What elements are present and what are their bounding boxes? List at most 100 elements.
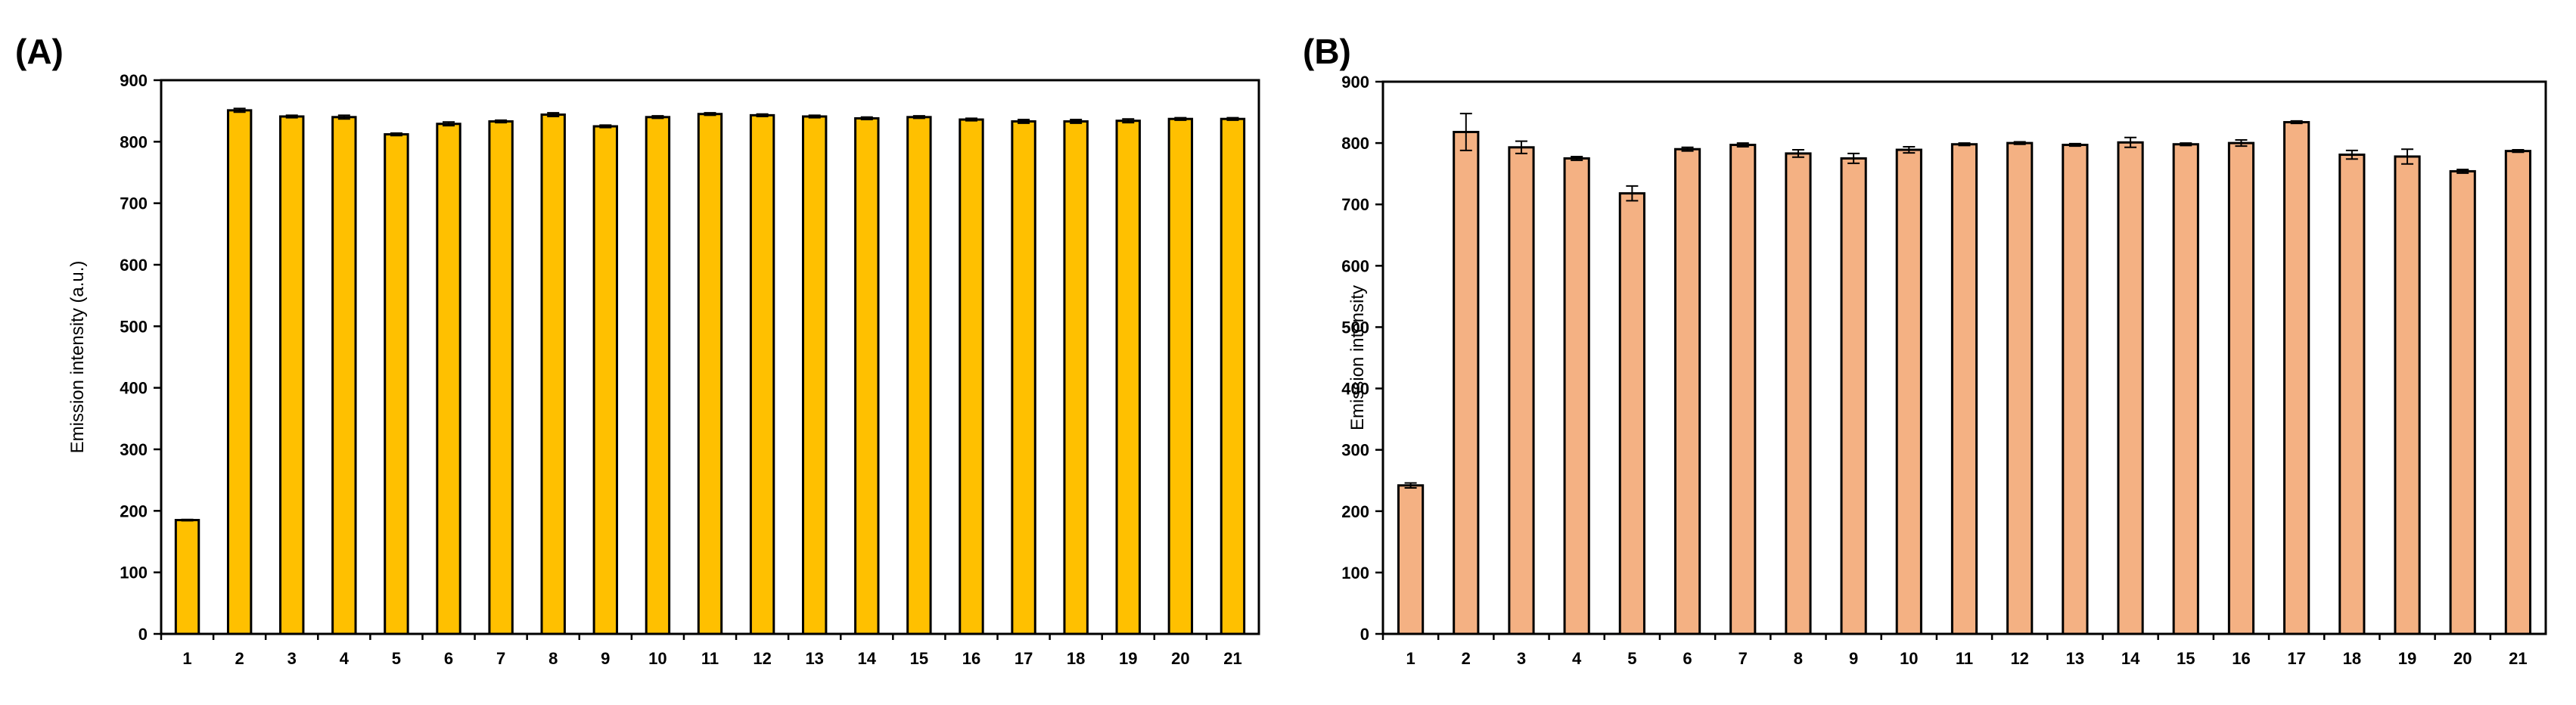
y-tick-label: 600 xyxy=(120,256,148,275)
y-axis-title: Emission intensity xyxy=(1347,285,1368,430)
x-tick-label: 17 xyxy=(2287,649,2305,668)
x-tick-label: 5 xyxy=(1627,649,1636,668)
bar xyxy=(2283,121,2310,635)
bar xyxy=(1167,117,1194,635)
plot-frame xyxy=(1381,80,2547,635)
bar xyxy=(2006,141,2034,635)
y-tick-label: 100 xyxy=(1341,564,1369,582)
x-tick-label: 4 xyxy=(1572,649,1582,668)
bar xyxy=(906,116,932,635)
x-tick-label: 19 xyxy=(1119,649,1137,668)
y-tick-label: 0 xyxy=(138,625,148,644)
x-tick-label: 9 xyxy=(601,649,610,668)
bar xyxy=(2117,141,2144,635)
bar xyxy=(801,115,828,635)
x-tick-label: 18 xyxy=(1067,649,1085,668)
bar xyxy=(1673,148,1701,635)
bar xyxy=(1950,143,1978,635)
bar xyxy=(540,113,566,635)
x-tick-label: 8 xyxy=(548,649,558,668)
x-tick-label: 8 xyxy=(1794,649,1803,668)
bar xyxy=(1618,192,1645,635)
bar xyxy=(2172,143,2199,635)
chart-a: (A) 0 100 200 300 400 500 600 700 800 900 Emission … xyxy=(15,32,1260,668)
x-tick-label: 16 xyxy=(2232,649,2250,668)
bar xyxy=(2227,141,2255,635)
panel-label: (B) xyxy=(1303,32,1351,71)
y-tick-label: 200 xyxy=(120,502,148,520)
x-tick-label: 20 xyxy=(1171,649,1189,668)
y-tick-label: 900 xyxy=(120,71,148,90)
x-tick-label: 2 xyxy=(1462,649,1471,668)
x-tick-label: 18 xyxy=(2343,649,2361,668)
y-tick-label: 100 xyxy=(120,564,148,582)
bar xyxy=(174,519,200,635)
bar xyxy=(1840,157,1867,635)
x-tick-label: 10 xyxy=(1900,649,1918,668)
y-tick-label: 800 xyxy=(1341,134,1369,153)
bar xyxy=(1063,120,1089,635)
y-tick-label: 200 xyxy=(1341,502,1369,521)
x-tick-label: 21 xyxy=(1223,649,1241,668)
y-tick-label: 500 xyxy=(120,317,148,336)
bar xyxy=(1397,484,1425,635)
bar xyxy=(226,109,253,635)
x-tick-label: 7 xyxy=(1739,649,1748,668)
bar xyxy=(384,133,409,635)
y-tick-label: 800 xyxy=(120,132,148,151)
bar xyxy=(959,118,984,635)
bar xyxy=(331,116,357,635)
y-tick-label: 400 xyxy=(120,379,148,398)
bar xyxy=(1115,120,1141,635)
bar xyxy=(436,123,461,635)
x-tick-label: 15 xyxy=(910,649,928,668)
x-tick-label: 9 xyxy=(1849,649,1858,668)
bar xyxy=(1220,117,1246,635)
bar xyxy=(2338,154,2366,635)
bar xyxy=(279,115,305,635)
x-tick-label: 15 xyxy=(2177,649,2195,668)
plot-frame xyxy=(160,79,1260,635)
bar xyxy=(1011,120,1036,635)
x-tick-label: 11 xyxy=(1956,649,1973,668)
x-tick-label: 17 xyxy=(1015,649,1033,668)
x-tick-label: 12 xyxy=(2010,649,2028,668)
x-tick-label: 13 xyxy=(805,649,823,668)
bar xyxy=(749,113,775,635)
x-tick-label: 14 xyxy=(858,649,877,668)
bar xyxy=(1508,146,1535,635)
y-tick-label: 600 xyxy=(1341,256,1369,275)
x-tick-label: 19 xyxy=(2398,649,2416,668)
bar xyxy=(2062,144,2089,635)
chart-b: (B) 0 100 200 300 400 500 600 700 800 900 Emission … xyxy=(1303,32,2547,668)
y-tick-label: 400 xyxy=(1341,380,1369,399)
x-tick-label: 7 xyxy=(496,649,505,668)
bar xyxy=(1453,131,1480,635)
bar xyxy=(2394,155,2421,635)
bar xyxy=(1729,144,1757,635)
panel-label: (A) xyxy=(15,32,64,71)
bar xyxy=(2449,169,2476,635)
bar xyxy=(592,125,619,635)
x-tick-label: 6 xyxy=(1683,649,1692,668)
bar xyxy=(1895,148,1922,635)
x-tick-label: 21 xyxy=(2509,649,2527,668)
bar xyxy=(697,113,723,635)
x-tick-label: 12 xyxy=(753,649,771,668)
x-tick-label: 13 xyxy=(2066,649,2084,668)
bar xyxy=(1563,157,1590,635)
y-tick-label: 300 xyxy=(120,440,148,459)
x-tick-label: 1 xyxy=(1406,649,1415,668)
bar xyxy=(488,120,514,635)
y-tick-label: 0 xyxy=(1360,625,1369,644)
y-tick-label: 300 xyxy=(1341,441,1369,460)
bar xyxy=(2504,150,2532,635)
y-tick-label: 700 xyxy=(1341,195,1369,214)
y-tick-label: 700 xyxy=(120,194,148,213)
x-tick-label: 3 xyxy=(287,649,297,668)
x-tick-label: 11 xyxy=(701,649,719,668)
bar xyxy=(1785,152,1812,635)
x-tick-label: 4 xyxy=(340,649,350,668)
x-tick-label: 3 xyxy=(1517,649,1526,668)
